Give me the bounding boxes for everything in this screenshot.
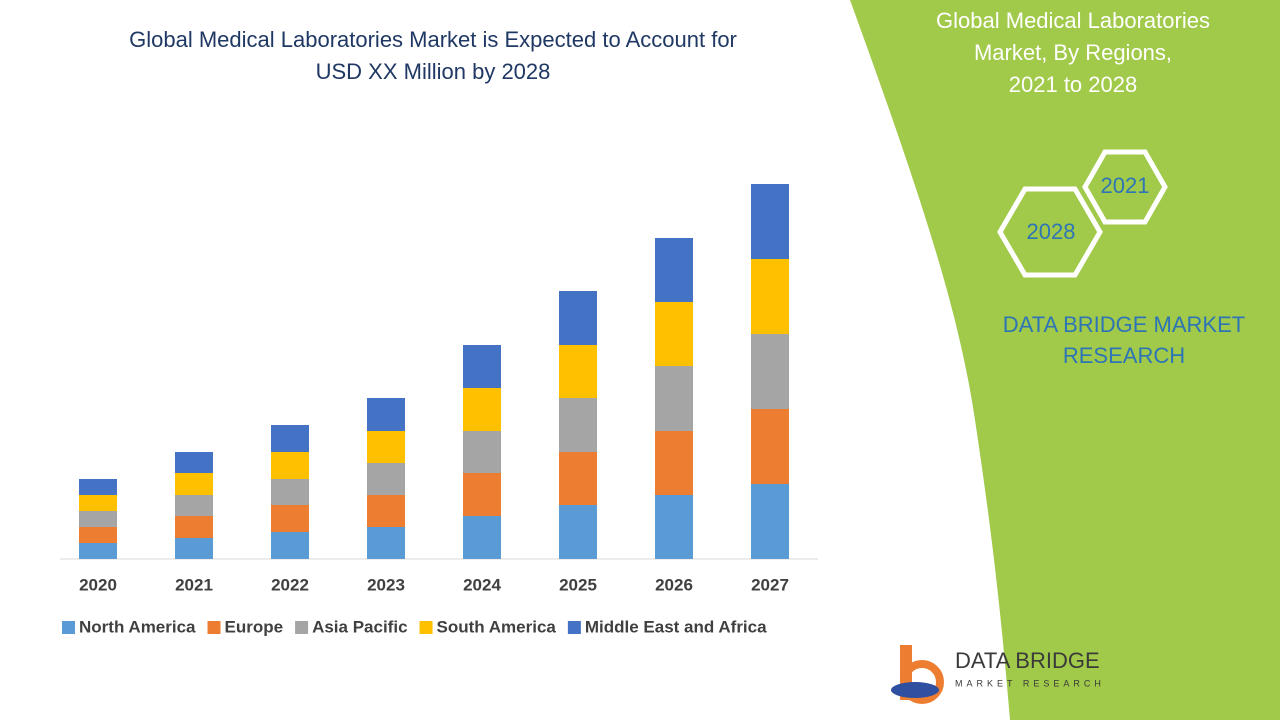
chart: 2020 2021 2022 2023 2024 2025 2026 2027 North Am… (60, 184, 818, 636)
green-panel (850, 0, 1280, 720)
x-tick-label: 2021 (175, 575, 213, 594)
bar-segment (751, 409, 789, 484)
panel-title: 2021 to 2028 (1009, 72, 1137, 97)
bar-segment (559, 398, 597, 452)
bar-segment (271, 505, 309, 532)
legend-label: Europe (225, 617, 284, 636)
bar-segment (175, 538, 213, 559)
chart-title: USD XX Million by 2028 (316, 59, 551, 84)
bar-segment (751, 259, 789, 334)
bar-segment (655, 495, 693, 559)
bar-segment (367, 463, 405, 495)
x-tick-label: 2025 (559, 575, 597, 594)
logo-tagline: MARKET RESEARCH (955, 678, 1105, 688)
bar-segment (655, 366, 693, 431)
bar-segment (559, 505, 597, 559)
brand-text: DATA BRIDGE MARKET (1003, 312, 1245, 337)
bar-segment (175, 516, 213, 538)
x-tick-label: 2020 (79, 575, 117, 594)
brand-text: RESEARCH (1063, 343, 1185, 368)
bar-segment (79, 495, 117, 511)
bar-segment (655, 238, 693, 302)
bar-segment (463, 473, 501, 516)
bar-segment (367, 431, 405, 463)
hexagon-label: 2028 (1027, 219, 1076, 244)
bar-segment (271, 532, 309, 559)
logo-icon (891, 682, 939, 698)
legend-label: Middle East and Africa (585, 617, 767, 636)
panel-title: Market, By Regions, (974, 40, 1172, 65)
x-tick-label: 2026 (655, 575, 693, 594)
hexagon-label: 2021 (1101, 173, 1150, 198)
legend-swatch (62, 621, 75, 634)
chart-title: Global Medical Laboratories Market is Ex… (129, 27, 737, 52)
legend-label: South America (437, 617, 557, 636)
x-tick-label: 2022 (271, 575, 309, 594)
bar-segment (175, 495, 213, 516)
panel-title: Global Medical Laboratories (936, 8, 1210, 33)
bar-segment (367, 398, 405, 431)
logo: DATA BRIDGE MARKET RESEARCH (891, 645, 1105, 704)
legend-swatch (295, 621, 309, 634)
bar-segment (463, 345, 501, 388)
hexagon (1082, 149, 1168, 225)
x-tick-label: 2023 (367, 575, 405, 594)
bar-segment (655, 431, 693, 495)
bar-segment (751, 334, 789, 409)
bar-segment (463, 431, 501, 473)
bar-segment (559, 452, 597, 505)
bar-segment (79, 511, 117, 527)
bar-segment (271, 425, 309, 452)
bar-segment (751, 484, 789, 559)
logo-name: DATA BRIDGE (955, 648, 1100, 673)
bar-segment (559, 291, 597, 345)
bar-segment (463, 516, 501, 559)
bar-segment (655, 302, 693, 366)
x-tick-label: 2024 (463, 575, 501, 594)
bar-segment (79, 543, 117, 559)
bar-segment (367, 527, 405, 559)
legend-swatch (207, 621, 221, 634)
bar-segment (751, 184, 789, 259)
legend-label: North America (79, 617, 196, 636)
bar-segment (271, 452, 309, 479)
bar-segment (271, 479, 309, 505)
legend-swatch (419, 621, 433, 634)
legend-swatch (567, 621, 581, 634)
bar-segment (367, 495, 405, 527)
x-tick-label: 2027 (751, 575, 789, 594)
bar-segment (559, 345, 597, 398)
legend-label: Asia Pacific (312, 617, 407, 636)
bar-segment (79, 527, 117, 543)
bar-segment (175, 473, 213, 495)
bar-segment (463, 388, 501, 431)
bar-segment (79, 479, 117, 495)
logo-icon (900, 660, 944, 704)
bar-segment (175, 452, 213, 473)
hexagon (997, 186, 1103, 278)
